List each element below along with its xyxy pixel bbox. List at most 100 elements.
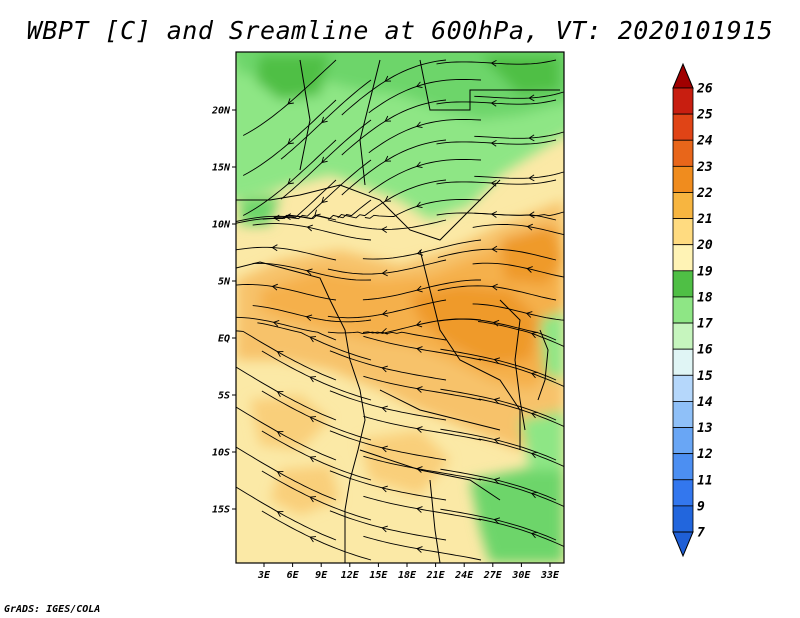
- streamline: [363, 415, 482, 441]
- colorbar-segment: [672, 165, 694, 193]
- colorbar-segment: [672, 139, 694, 167]
- streamline: [261, 350, 372, 401]
- country-borders: [236, 59, 560, 563]
- colorbar-label: 18: [697, 290, 713, 305]
- lon-tick-label: 21E: [426, 570, 446, 581]
- streamline-arrow: [493, 357, 501, 364]
- colorbar-segment: [672, 453, 694, 481]
- streamline-arrow: [416, 546, 423, 553]
- streamline-arrow: [384, 75, 392, 82]
- streamline-arrow: [381, 365, 388, 373]
- colorbar-segment: [672, 218, 694, 246]
- grads-credit: GrADS: IGES/COLA: [4, 604, 101, 615]
- streamline-arrow: [309, 416, 317, 423]
- colorbar-top-arrow: [672, 62, 694, 89]
- colorbar-segment: [672, 322, 694, 350]
- streamline-arrow: [493, 517, 501, 524]
- streamline: [368, 79, 482, 114]
- streamline-arrow: [528, 174, 535, 182]
- streamline: [236, 406, 337, 461]
- colorbar-label: 9: [697, 499, 705, 514]
- colorbar-segment: [672, 296, 694, 324]
- colorbar-segment: [672, 270, 694, 298]
- streamline-arrow: [381, 485, 388, 493]
- streamline: [329, 510, 447, 541]
- streamline: [242, 139, 337, 216]
- colorbar-label: 21: [696, 212, 713, 227]
- streamline: [478, 438, 564, 468]
- streamline-arrow: [381, 525, 388, 533]
- streamline: [236, 446, 337, 501]
- colorbar-label: 17: [697, 317, 713, 332]
- streamline: [236, 330, 337, 381]
- streamline-arrow: [526, 266, 533, 273]
- lon-tick-label: 24E: [454, 570, 474, 581]
- streamline-arrow: [415, 201, 423, 209]
- colorbar-segment: [672, 374, 694, 402]
- colorbar-segment: [672, 113, 694, 141]
- streamline-arrow: [490, 179, 497, 187]
- streamline-arrow: [490, 59, 497, 67]
- longitude-axis: 3E 6E 9E 12E 15E 18E 21E 24E 27E 30E 33E: [257, 563, 560, 581]
- colorbar-segment: [672, 87, 694, 115]
- colorbar-label: 16: [697, 343, 713, 358]
- streamline-arrow: [490, 99, 497, 107]
- colorbar-label: 11: [697, 473, 713, 488]
- streamline: [436, 179, 557, 185]
- colorbar-segment: [672, 505, 694, 533]
- streamline-arrow: [306, 268, 313, 276]
- streamline-arrow: [530, 451, 538, 459]
- colorbar-label: 24: [696, 134, 713, 149]
- streamline-arrow: [384, 195, 392, 202]
- streamline: [363, 495, 482, 521]
- streamline-arrow: [306, 224, 313, 232]
- streamline-arrow: [381, 327, 388, 335]
- latitude-axis: 20N 15N 10N 5N EQ 5S 10S 15S: [211, 106, 236, 516]
- streamline-arrow: [416, 386, 423, 393]
- streamline-arrow: [287, 138, 294, 145]
- streamline: [437, 285, 557, 301]
- streamline-arrow: [530, 411, 538, 419]
- streamline-arrow: [416, 285, 423, 293]
- streamline-arrow: [321, 196, 328, 204]
- streamline: [261, 390, 372, 441]
- streamline-arrow: [276, 471, 284, 478]
- streamline: [478, 358, 564, 388]
- lat-tick-label: 20N: [211, 106, 231, 117]
- streamline-arrow: [526, 223, 533, 231]
- lon-tick-label: 3E: [257, 570, 271, 581]
- colorbar-label: 23: [696, 160, 713, 175]
- streamline-arrow: [321, 156, 328, 164]
- streamline-arrow: [309, 496, 317, 503]
- streamline: [236, 284, 337, 301]
- streamline-arrow: [309, 376, 317, 383]
- streamline: [236, 316, 337, 341]
- lat-tick-label: EQ: [218, 334, 230, 345]
- streamlines: [236, 59, 564, 561]
- lon-tick-label: 18E: [398, 570, 417, 581]
- streamline: [252, 223, 372, 241]
- streamline: [273, 159, 372, 220]
- streamline: [257, 322, 372, 361]
- colorbar-segment: [672, 192, 694, 219]
- streamline: [472, 224, 564, 236]
- colorbar-label: 26: [696, 82, 713, 97]
- streamline-arrow: [415, 161, 423, 169]
- colorbar-segment: [672, 401, 694, 428]
- streamline-arrow: [381, 226, 388, 233]
- streamline-arrow: [416, 506, 423, 513]
- streamline: [327, 299, 447, 319]
- streamline-arrow: [384, 155, 392, 162]
- streamline: [327, 259, 447, 275]
- streamline: [472, 303, 564, 321]
- streamline-arrow: [530, 371, 538, 379]
- lon-tick-label: 33E: [540, 570, 560, 581]
- lat-tick-label: 15S: [212, 505, 230, 516]
- streamline-arrow: [493, 477, 501, 484]
- streamline-arrow: [287, 98, 294, 105]
- streamline-arrow: [528, 94, 535, 102]
- colorbar-label: 19: [697, 264, 713, 279]
- streamline-arrow: [416, 426, 423, 433]
- colorbar-segment: [672, 427, 694, 455]
- streamline-arrow: [276, 511, 284, 518]
